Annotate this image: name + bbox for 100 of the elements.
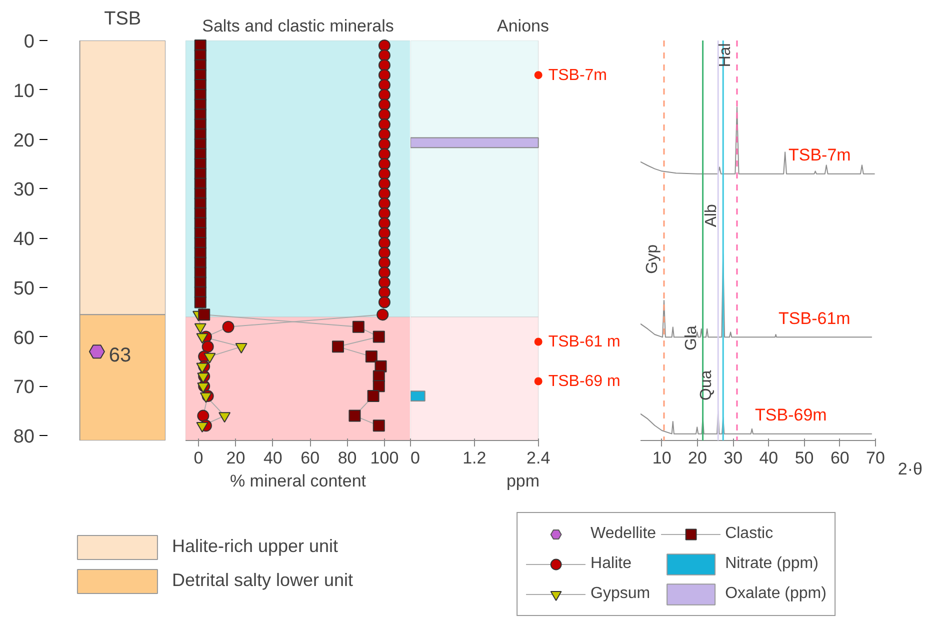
x-tick-label: 40 xyxy=(759,448,778,468)
y-tick-label: 60 xyxy=(13,328,35,349)
point xyxy=(378,168,390,180)
point xyxy=(372,380,385,392)
annotation: Alb xyxy=(703,204,720,228)
point xyxy=(378,266,390,279)
point xyxy=(378,78,390,91)
legend-label: Oxalate (ppm) xyxy=(725,584,826,602)
point xyxy=(196,422,208,433)
x-tick-label: 60 xyxy=(300,448,320,468)
point xyxy=(378,236,390,249)
x-tick-label: 30 xyxy=(724,448,743,468)
legend-label: Detrital salty lower unit xyxy=(172,570,354,591)
point xyxy=(378,108,390,121)
series-label: TSB-61m xyxy=(778,308,850,328)
point xyxy=(378,39,390,52)
point xyxy=(204,352,216,364)
point xyxy=(197,382,210,394)
point xyxy=(197,410,210,422)
legend-label: Wedellite xyxy=(590,524,656,542)
point xyxy=(378,256,390,269)
annotation: TSB-61 m xyxy=(548,334,620,351)
x-axis-title: 2·θ xyxy=(898,460,923,478)
y-tick-label: 80 xyxy=(13,426,35,448)
point xyxy=(378,296,390,308)
point xyxy=(235,342,248,354)
point xyxy=(197,372,210,384)
point xyxy=(378,158,390,170)
point xyxy=(198,308,210,321)
annotation: Qua xyxy=(698,370,716,400)
annotation: TSB-69 m xyxy=(548,373,620,390)
point xyxy=(367,390,380,402)
point xyxy=(194,323,206,334)
x-tick-label: 20 xyxy=(226,448,246,468)
series-label: TSB-7m xyxy=(788,146,851,164)
point xyxy=(378,69,390,82)
point xyxy=(196,333,208,344)
point xyxy=(378,148,390,160)
point xyxy=(378,59,390,72)
point xyxy=(202,340,214,353)
point xyxy=(378,138,390,150)
y-tick-label: 40 xyxy=(13,229,35,250)
point xyxy=(372,420,385,432)
point xyxy=(365,350,378,363)
annotation: TSB-7m xyxy=(548,67,608,84)
y-tick-label: 10 xyxy=(13,80,35,102)
y-tick-label: 50 xyxy=(13,278,35,300)
point xyxy=(378,178,390,190)
point xyxy=(378,276,390,288)
x-tick-label: 60 xyxy=(830,448,850,468)
x-tick-label: 70 xyxy=(866,448,885,468)
x-tick-label: 100 xyxy=(370,448,399,468)
x-tick-label: 40 xyxy=(263,448,282,468)
annotation: Hal xyxy=(716,43,734,68)
point xyxy=(378,286,390,298)
legend-label: Nitrate (ppm) xyxy=(725,554,818,572)
x-tick-label: 50 xyxy=(794,448,814,468)
series-label: TSB-69m xyxy=(755,406,827,424)
y-tick-label: 70 xyxy=(13,377,35,398)
point xyxy=(378,227,390,240)
point xyxy=(378,217,390,230)
legend-label: Halite xyxy=(590,554,632,572)
y-tick-label: 20 xyxy=(13,130,35,152)
point xyxy=(376,308,389,321)
point xyxy=(378,88,390,101)
y-tick-label: 30 xyxy=(13,180,35,201)
x-tick-label: 2.4 xyxy=(526,448,550,468)
chart-title: Salts and clastic minerals xyxy=(202,16,394,36)
point xyxy=(378,128,390,140)
x-axis-title: ppm xyxy=(506,472,540,490)
legend-label: Halite-rich upper unit xyxy=(172,536,338,557)
point xyxy=(196,362,208,374)
point xyxy=(348,410,361,422)
x-tick-label: TSB xyxy=(104,8,142,30)
point xyxy=(378,207,390,220)
x-tick-label: 0 xyxy=(194,448,204,468)
point xyxy=(194,296,206,308)
annotation: Gla xyxy=(682,326,700,350)
chart-title: Anions xyxy=(497,16,549,36)
x-axis-title: % mineral content xyxy=(230,472,366,490)
point xyxy=(378,118,390,130)
x-tick-label: 80 xyxy=(338,448,357,468)
legend-label: Gypsum xyxy=(590,584,650,602)
point xyxy=(352,320,364,333)
x-tick-label: 20 xyxy=(688,448,707,468)
point xyxy=(218,412,231,423)
annotation: 63 xyxy=(108,344,132,367)
legend-label: Clastic xyxy=(725,524,774,542)
point xyxy=(332,340,344,353)
x-tick-label: 1.2 xyxy=(462,448,486,468)
y-tick-label: 0 xyxy=(24,32,35,52)
point xyxy=(222,320,234,333)
annotation: Gyp xyxy=(644,244,661,274)
point xyxy=(378,98,390,111)
point xyxy=(378,246,390,259)
point xyxy=(378,188,390,200)
x-tick-label: 0 xyxy=(410,448,420,468)
point xyxy=(378,49,390,62)
point xyxy=(372,330,385,343)
x-tick-label: 10 xyxy=(652,448,672,468)
